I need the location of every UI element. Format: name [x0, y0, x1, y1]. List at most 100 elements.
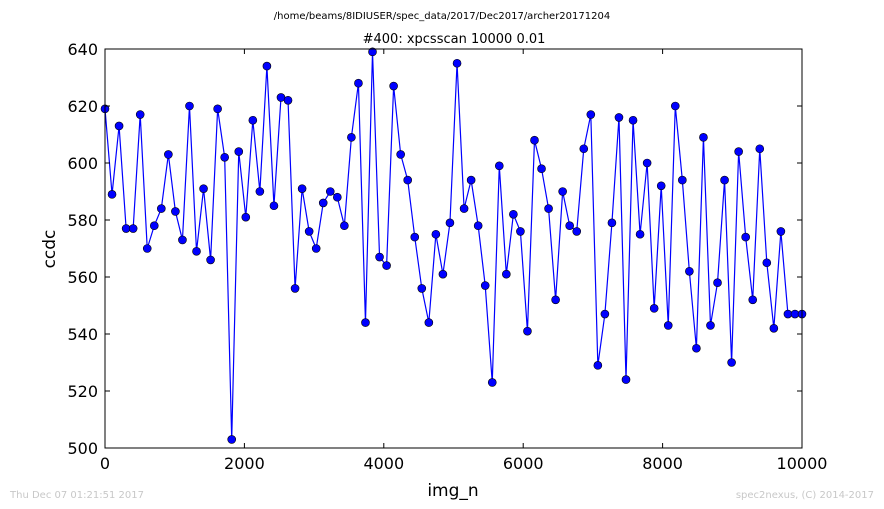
data-point [241, 212, 251, 222]
data-point [149, 221, 159, 230]
data-point [199, 184, 208, 193]
data-point [635, 229, 645, 239]
y-tick-label: 600 [67, 154, 98, 173]
data-point [509, 210, 518, 219]
data-point [480, 281, 490, 290]
data-point [762, 258, 772, 268]
data-point [318, 198, 328, 208]
data-point [642, 158, 652, 168]
data-point [396, 150, 405, 159]
series-markers [100, 47, 807, 444]
data-point [516, 227, 525, 236]
data-point [452, 58, 462, 68]
data-point [748, 295, 758, 305]
data-point [607, 218, 617, 228]
data-point [297, 184, 307, 193]
data-point [445, 218, 455, 228]
data-point [727, 358, 736, 367]
data-point [382, 261, 391, 270]
data-point [354, 78, 363, 88]
data-point [572, 227, 582, 236]
data-point [262, 61, 272, 71]
data-point [586, 110, 596, 119]
data-point [593, 361, 603, 370]
y-tick-label: 540 [67, 325, 98, 344]
data-point [487, 378, 497, 387]
data-point [417, 284, 427, 293]
x-tick-label: 2000 [224, 454, 265, 473]
data-point [741, 232, 750, 242]
data-point [579, 144, 589, 154]
data-point [699, 133, 708, 142]
data-point [164, 150, 173, 159]
data-point [466, 175, 476, 185]
data-point [234, 147, 244, 156]
plot-area [105, 49, 802, 448]
data-point [333, 192, 342, 202]
y-tick-label: 500 [67, 439, 98, 458]
data-point [213, 104, 222, 114]
data-point [551, 295, 560, 305]
data-point [720, 175, 729, 185]
data-point [142, 244, 152, 253]
plot-frame [104, 48, 803, 449]
footer-timestamp: Thu Dec 07 01:21:51 2017 [9, 490, 144, 501]
data-point [706, 321, 715, 330]
data-point [734, 147, 743, 156]
data-point [663, 321, 673, 330]
data-point [530, 135, 539, 145]
data-point [502, 269, 511, 279]
data-point [776, 227, 786, 236]
data-point [755, 144, 765, 154]
data-point [614, 113, 624, 122]
data-point [713, 278, 722, 288]
data-point [424, 318, 434, 327]
data-point [178, 235, 187, 245]
data-point [769, 323, 779, 333]
data-point [656, 181, 666, 191]
data-point [410, 232, 420, 242]
data-point [255, 187, 265, 196]
x-tick-label: 10000 [777, 454, 828, 473]
data-point [685, 266, 694, 276]
data-layer [100, 47, 807, 444]
data-point [621, 375, 631, 384]
data-point [431, 229, 441, 239]
data-point [361, 318, 370, 327]
data-point [558, 187, 567, 196]
data-point [135, 110, 145, 119]
data-point [220, 153, 229, 162]
data-point [544, 204, 553, 213]
data-point [678, 175, 687, 185]
data-point [206, 255, 215, 265]
data-point [368, 47, 377, 57]
data-point [600, 309, 610, 319]
data-point [649, 304, 659, 313]
data-point [537, 164, 546, 173]
data-point [438, 269, 448, 279]
data-point [494, 161, 504, 171]
y-axis-label: ccdc [40, 230, 60, 269]
chart-title: #400: xpcsscan 10000 0.01 [363, 32, 546, 47]
data-point [565, 221, 574, 230]
y-tick-label: 620 [67, 97, 98, 116]
data-point [389, 81, 398, 91]
data-point [670, 101, 680, 111]
x-tick-label: 4000 [363, 454, 404, 473]
x-tick-label: 8000 [642, 454, 683, 473]
footer-credit: spec2nexus, (C) 2014-2017 [736, 490, 874, 501]
data-point [290, 284, 300, 293]
y-tick-label: 520 [67, 382, 98, 401]
data-point [523, 326, 532, 336]
data-point [107, 190, 117, 199]
y-tick-label: 560 [67, 268, 98, 287]
series-line [104, 51, 802, 440]
data-point [311, 244, 321, 253]
y-tick-label: 640 [67, 40, 98, 59]
data-point [128, 224, 138, 233]
data-point [185, 101, 194, 111]
data-point [157, 204, 166, 213]
data-point [628, 115, 638, 125]
data-point [459, 204, 469, 213]
